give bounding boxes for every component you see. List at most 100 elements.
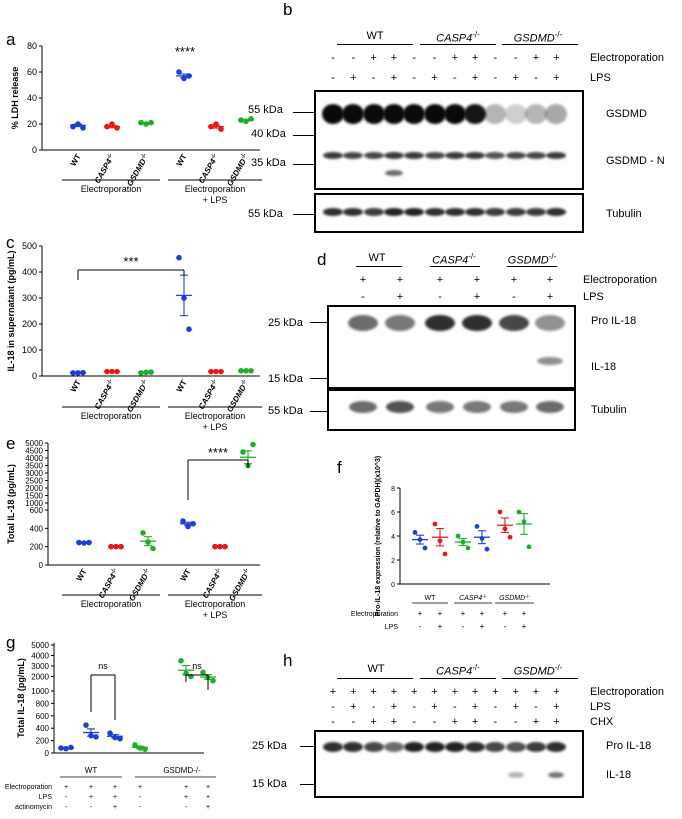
h-15kda: 15 kDa — [252, 778, 287, 790]
h-lps-sign-7: - — [452, 701, 457, 713]
h-chx-sign-6: - — [432, 716, 437, 728]
chart-f-sign-0-4: + — [503, 609, 508, 618]
chart-f-point-0-2 — [422, 545, 428, 551]
chart-a-ytick-label-3: 60 — [27, 67, 37, 77]
chart-g-sign-2-0: - — [65, 804, 68, 811]
chart-c-group-2a: Electroporation — [185, 411, 246, 421]
chart-f-point-1-0 — [432, 521, 438, 527]
d-il18-label: IL-18 — [591, 361, 617, 373]
h-wt-header: WT — [367, 663, 385, 675]
b-gsdmd-n-band-7 — [444, 152, 465, 159]
chart-g-sign-1-3: - — [139, 794, 142, 801]
chart-g-point-2-2 — [117, 735, 123, 742]
h-casp4-header: CASP4-/- — [436, 663, 480, 678]
chart-e-ytick-label-4: 1000 — [25, 499, 43, 508]
chart-c-ytick-label-2: 200 — [22, 319, 37, 329]
b-gsdmd-band-12 — [545, 104, 568, 124]
chart-f-row-label-1: LPS — [385, 624, 399, 631]
chart-f-ytick-label-0: 0 — [391, 582, 395, 589]
chart-g-sign-2-3: - — [139, 804, 142, 811]
h-chx-label: CHX — [590, 716, 614, 728]
d-gsdmd-header: GSDMD-/- — [507, 252, 557, 267]
chart-g-sign-0-3: + — [138, 784, 142, 791]
b-cleaved-band-1 — [384, 170, 403, 176]
chart-c-cat-2: GSDMD-/- — [125, 379, 151, 414]
b-electroporation-sign-3: + — [370, 52, 377, 64]
b-electroporation-sign-8: + — [471, 52, 479, 64]
d-electroporation-sign-3: + — [436, 274, 444, 286]
chart-c-group-1: Electroporation — [81, 411, 142, 421]
chart-a-ytick-label-1: 20 — [27, 119, 37, 129]
chart-g-point-5-0 — [200, 669, 206, 676]
d-tubulin-band-3 — [426, 401, 454, 413]
chart-f-ytick-label-2: 4 — [391, 534, 395, 541]
chart-e-group-1: Electroporation — [81, 599, 142, 609]
h-lps-sign-4: + — [390, 701, 398, 713]
chart-e-ytick-label-3: 600 — [30, 506, 44, 515]
h-lps-sign-8: + — [471, 701, 479, 713]
chart-c-point-3-0 — [176, 254, 182, 261]
panel-label-d: d — [317, 250, 327, 269]
d-tubulin-band-1 — [349, 401, 377, 413]
b-electroporation-sign-2: - — [351, 52, 356, 64]
chart-g-sign-2-2: + — [113, 804, 117, 811]
h-lps-sign-6: + — [431, 701, 438, 713]
chart-a-ytick-label-2: 40 — [27, 93, 37, 103]
d-pro-il18-band-5 — [499, 315, 529, 331]
chart-f-group-0: WT — [425, 595, 437, 602]
b-electroporation-sign-9: - — [493, 52, 498, 64]
d-wt-bar — [356, 266, 402, 267]
b-55kda: 55 kDa — [248, 104, 283, 116]
d-il18-band-1 — [537, 357, 563, 365]
h-electroporation-sign-12: + — [553, 686, 560, 698]
chart-f-point-3-2 — [484, 546, 490, 552]
chart-f-point-0-0 — [412, 530, 418, 535]
d-pro-il18-band-6 — [535, 315, 565, 331]
h-lps-sign-5: - — [412, 701, 417, 713]
b-gsdmd-n-band-4 — [383, 152, 404, 159]
b-tubulin-band-4 — [383, 208, 404, 216]
h-electroporation-sign-10: + — [512, 686, 519, 698]
d-lps-sign-6: + — [546, 291, 554, 303]
b-lps-sign-6: + — [431, 72, 438, 84]
chart-f-ytick-label-4: 8 — [391, 486, 395, 493]
chart-e-point-2-0 — [140, 530, 146, 536]
b-casp4-bar — [420, 44, 496, 45]
h-lps-label: LPS — [590, 701, 611, 713]
d-gsdmd-bar — [507, 266, 557, 267]
b-gsdmd-band-10 — [504, 104, 527, 124]
chart-e-ytick-label-7: 2500 — [25, 477, 43, 486]
chart-a-point-3-0 — [176, 69, 182, 75]
chart-a-ytick-label-4: 80 — [27, 41, 37, 51]
b-lps-sign-4: + — [390, 72, 398, 84]
chart-g-ytick-label-2: 400 — [36, 724, 50, 733]
b-wt-bar — [337, 44, 413, 45]
chart-g-group-gsdmd: GSDMD-/- — [163, 766, 201, 775]
b-gsdmd-band-9 — [484, 104, 507, 124]
chart-f-sign-0-5: + — [522, 609, 527, 618]
b-lps-label: LPS — [590, 72, 611, 84]
d-lps-sign-4: + — [473, 291, 481, 303]
b-casp4-header: CASP4-/- — [436, 30, 480, 45]
chart-f-sign-1-4: - — [504, 622, 507, 631]
chart-f-point-4-2 — [507, 534, 513, 540]
d-tubulin-band-4 — [463, 401, 491, 413]
b-gsdmd-band-5 — [403, 104, 426, 124]
chart-f-sign-1-1: + — [438, 622, 443, 631]
chart-e-point-5-0 — [240, 449, 246, 455]
h-chx-sign-2: - — [351, 716, 356, 728]
d-pro-il18-band-1 — [348, 315, 378, 331]
chart-g-point-1-0 — [83, 722, 89, 728]
chart-g-row-label-0: Electroporation — [5, 784, 52, 791]
h-chx-sign-12: + — [553, 716, 560, 728]
chart-g-sign-1-1: + — [89, 794, 93, 801]
h-electroporation-sign-9: + — [492, 686, 499, 698]
h-lps-sign-12: + — [553, 701, 560, 713]
chart-g-sign-2-5: + — [206, 804, 210, 811]
chart-f-sign-0-1: + — [438, 609, 443, 618]
chart-g-ytick-label-3: 600 — [36, 712, 50, 721]
h-chx-sign-8: + — [471, 716, 479, 728]
h-il18-blot — [314, 730, 584, 798]
chart-c-cat-5: GSDMD-/- — [225, 379, 251, 414]
